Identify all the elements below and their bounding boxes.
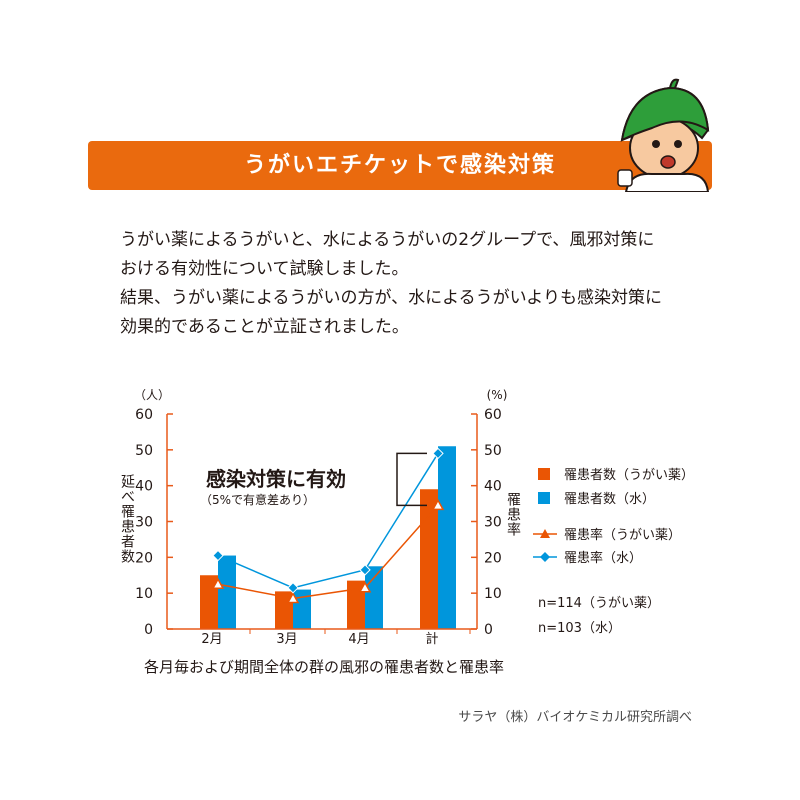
triangle-marker: [358, 581, 372, 593]
right-tick-label: 10: [484, 586, 502, 602]
bar-water: [438, 446, 456, 629]
intro-line: 効果的であることが立証されました。: [120, 317, 409, 337]
right-tick-label: 40: [484, 479, 502, 495]
sample-size-note: n=114（うがい薬）: [538, 596, 660, 611]
intro-line: うがい薬によるうがいと、水によるうがいの2グループで、風邪対策に: [120, 230, 655, 250]
legend-swatch-water-bar: [538, 492, 550, 504]
page-title: うがいエチケットで感染対策: [243, 153, 556, 178]
left-tick-label: 30: [135, 515, 153, 531]
x-tick-label: 2月: [201, 632, 222, 647]
triangle-marker: [211, 577, 225, 589]
right-axis-unit: (%): [487, 388, 508, 402]
left-axis-label: 延べ罹患者数: [119, 474, 135, 564]
right-tick-label: 30: [484, 515, 502, 531]
diamond-marker: [359, 564, 371, 576]
left-tick-label: 20: [135, 550, 153, 566]
right-tick-label: 20: [484, 550, 502, 566]
intro-line: おける有効性について試験しました。: [120, 259, 409, 279]
legend-swatch-gargle-bar: [538, 468, 550, 480]
legend-triangle-marker: [540, 529, 550, 538]
sample-size-note: n=103（水）: [538, 621, 621, 636]
rate-line-water: [217, 453, 439, 589]
source-credit: サラヤ（株）バイオケミカル研究所調べ: [458, 710, 692, 725]
legend-label: 罹患者数（水）: [564, 492, 655, 507]
bar-water: [218, 555, 236, 629]
left-tick-label: 50: [135, 443, 153, 459]
intro-line: 結果、うがい薬によるうがいの方が、水によるうがいよりも感染対策に: [120, 288, 662, 308]
left-tick-label: 0: [144, 622, 153, 638]
triangle-marker: [286, 591, 300, 604]
diamond-marker: [432, 447, 444, 460]
rate-line-gargle: [217, 504, 439, 600]
right-axis-label: 罹患率: [505, 492, 521, 537]
legend-label: 罹患率（水）: [564, 550, 642, 566]
left-tick-label: 10: [135, 586, 153, 602]
diamond-marker: [287, 582, 299, 594]
left-axis-unit: （人）: [134, 388, 170, 402]
infection-chart: 60 50 40 30 20 10 0 60 50 40 30 20 10 0 2月 3月 4月 計 （人） (%) 延…: [119, 388, 694, 676]
x-tick-label: 4月: [348, 632, 369, 647]
x-tick-label: 3月: [276, 632, 297, 647]
right-tick-label: 60: [484, 407, 502, 423]
intro-text: うがい薬によるうがいと、水によるうがいの2グループで、風邪対策に おける有効性に…: [120, 226, 720, 342]
mascot-illustration: [617, 78, 710, 192]
bar-gargle: [347, 580, 365, 629]
left-tick-label: 60: [135, 407, 153, 423]
legend-label: 罹患率（うがい薬）: [564, 527, 681, 543]
triangle-marker: [431, 498, 445, 511]
annotation-subtitle: （5%で有意差あり）: [200, 492, 315, 507]
right-tick-label: 50: [484, 443, 502, 459]
diamond-marker: [212, 549, 224, 562]
bar-gargle: [420, 489, 438, 629]
significance-bracket: [396, 452, 427, 507]
annotation-title: 感染対策に有効: [206, 467, 346, 491]
legend-diamond-marker: [540, 552, 550, 562]
bar-water: [293, 589, 311, 629]
right-tick-label: 0: [484, 622, 493, 638]
chart-caption: 各月毎および期間全体の群の風邪の罹患者数と罹患率: [144, 658, 504, 676]
x-tick-label: 計: [425, 631, 438, 647]
title-banner: うがいエチケットで感染対策: [88, 141, 712, 190]
left-tick-label: 40: [135, 479, 153, 495]
bar-water: [365, 566, 383, 629]
legend-label: 罹患者数（うがい薬）: [564, 468, 694, 483]
